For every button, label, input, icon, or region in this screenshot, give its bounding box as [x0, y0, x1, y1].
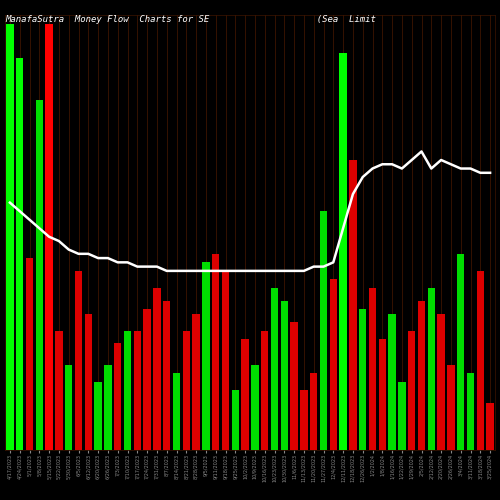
Bar — [182, 330, 190, 450]
Bar — [378, 339, 386, 450]
Bar — [153, 288, 160, 450]
Bar — [134, 330, 141, 450]
Bar — [330, 280, 337, 450]
Bar — [6, 24, 14, 450]
Bar — [36, 100, 43, 450]
Bar — [26, 258, 33, 450]
Bar — [359, 310, 366, 450]
Bar — [251, 364, 258, 450]
Bar — [408, 330, 416, 450]
Bar — [94, 382, 102, 450]
Bar — [438, 314, 445, 450]
Bar — [46, 24, 53, 450]
Bar — [290, 322, 298, 450]
Bar — [242, 339, 249, 450]
Bar — [447, 364, 454, 450]
Bar — [476, 271, 484, 450]
Bar — [369, 288, 376, 450]
Bar — [173, 373, 180, 450]
Bar — [349, 160, 356, 450]
Bar — [163, 300, 170, 450]
Bar — [340, 54, 347, 450]
Bar — [428, 288, 435, 450]
Bar — [486, 403, 494, 450]
Bar — [75, 271, 82, 450]
Bar — [418, 300, 425, 450]
Bar — [232, 390, 239, 450]
Bar — [388, 314, 396, 450]
Bar — [65, 364, 72, 450]
Bar — [104, 364, 112, 450]
Bar — [124, 330, 131, 450]
Bar — [212, 254, 220, 450]
Bar — [467, 373, 474, 450]
Bar — [192, 314, 200, 450]
Bar — [16, 58, 24, 450]
Bar — [84, 314, 92, 450]
Bar — [280, 300, 288, 450]
Bar — [320, 211, 327, 450]
Bar — [55, 330, 62, 450]
Text: ManafaSutra  Money Flow  Charts for SE                    (Sea  Limit           : ManafaSutra Money Flow Charts for SE (Se… — [5, 15, 500, 24]
Bar — [144, 310, 151, 450]
Bar — [222, 271, 229, 450]
Bar — [202, 262, 209, 450]
Bar — [114, 344, 122, 450]
Bar — [398, 382, 406, 450]
Bar — [261, 330, 268, 450]
Bar — [457, 254, 464, 450]
Bar — [300, 390, 308, 450]
Bar — [271, 288, 278, 450]
Bar — [310, 373, 318, 450]
